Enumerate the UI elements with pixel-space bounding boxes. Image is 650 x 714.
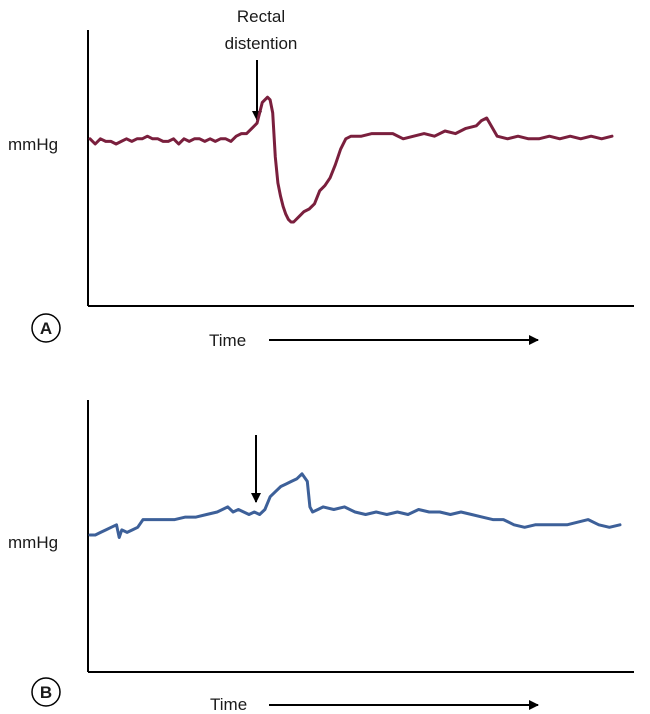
panel-b: mmHg B Time: [8, 400, 634, 714]
panel-badge-a: A: [31, 313, 61, 343]
x-axis-label-a: Time: [209, 331, 246, 350]
series-line-b: [88, 472, 622, 539]
y-axis-label-b: mmHg: [8, 533, 58, 552]
annotation-a: Rectal distention: [225, 7, 298, 121]
panel-label-b: B: [40, 683, 52, 702]
series-line-a: [88, 95, 614, 224]
panel-label-a: A: [40, 319, 52, 338]
annotation-line2-a: distention: [225, 34, 298, 53]
panel-a: mmHg Rectal distention A Time: [8, 7, 634, 350]
x-axis-label-b: Time: [210, 695, 247, 714]
y-axis-label-a: mmHg: [8, 135, 58, 154]
annotation-line1-a: Rectal: [237, 7, 285, 26]
panel-badge-b: B: [31, 677, 61, 707]
